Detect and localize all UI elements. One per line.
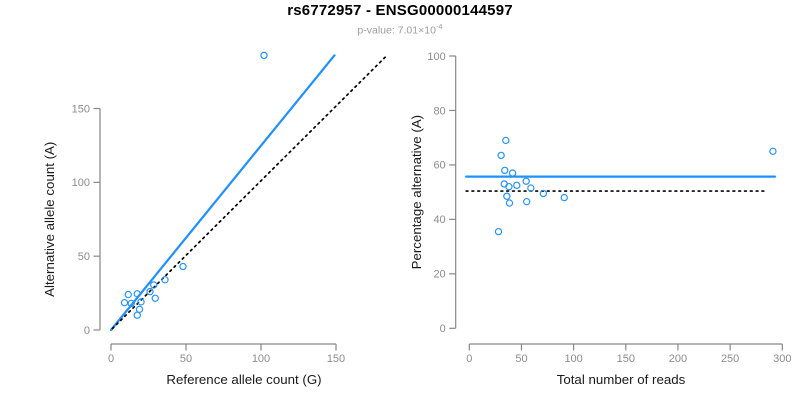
left-data-point <box>260 51 268 60</box>
right-y-tick-label: 20 <box>433 269 445 281</box>
right-y-tick-label: 60 <box>433 160 445 172</box>
right-data-point <box>769 147 777 155</box>
right-data-point <box>539 189 548 198</box>
left-x-tick-label: 100 <box>252 353 270 365</box>
right-x-tick-label: 200 <box>669 353 687 365</box>
pvalue-label: p-value: <box>357 24 398 37</box>
left-y-tick-label: 100 <box>72 177 90 189</box>
right-x-tick-label: 0 <box>466 353 472 365</box>
pvalue-subtitle: p-value: 7.01×10-4 <box>0 22 800 37</box>
left-y-tick-label: 0 <box>84 325 90 337</box>
left-y-tick-label: 150 <box>72 103 90 115</box>
left-data-point <box>124 290 132 299</box>
regression-line <box>109 54 336 332</box>
right-data-point <box>494 227 503 236</box>
right-data-point <box>508 169 517 177</box>
right-x-tick-label: 300 <box>773 353 791 365</box>
left-y-axis-title: Alternative allele count (A) <box>42 142 57 297</box>
identity-line <box>111 54 388 330</box>
right-y-axis-title: Percentage alternative (A) <box>409 115 424 269</box>
right-data-point <box>560 193 568 202</box>
left-data-point <box>127 299 135 308</box>
right-data-point <box>513 181 521 190</box>
left-y-tick-label: 50 <box>78 251 90 263</box>
right-data-point <box>502 136 510 145</box>
left-x-axis-title: Reference allele count (G) <box>166 372 321 387</box>
right-data-point <box>505 199 514 207</box>
left-data-point <box>146 287 154 296</box>
right-y-tick-label: 100 <box>427 51 445 63</box>
right-data-point <box>505 183 513 191</box>
left-data-point <box>120 299 129 307</box>
right-y-tick-label: 40 <box>433 214 445 226</box>
pvalue-exponent: -4 <box>435 22 443 31</box>
left-x-tick-label: 0 <box>108 353 114 365</box>
right-x-tick-label: 50 <box>515 353 527 365</box>
right-data-point <box>527 184 535 192</box>
right-y-tick-label: 0 <box>440 323 446 335</box>
left-data-point <box>161 276 169 284</box>
figure-title: rs6772957 - ENSG00000144597 <box>287 2 513 19</box>
left-data-point <box>151 294 159 302</box>
right-data-point <box>501 166 509 175</box>
right-data-point <box>522 177 530 185</box>
left-data-point <box>135 305 144 314</box>
right-x-tick-label: 150 <box>617 353 635 365</box>
multiply-sign: × <box>418 24 425 37</box>
left-data-point <box>179 262 187 271</box>
right-x-tick-label: 250 <box>721 353 739 365</box>
left-data-point <box>133 290 141 298</box>
left-x-tick-label: 150 <box>327 353 345 365</box>
pvalue-mantissa: 7.01 <box>397 24 419 37</box>
pvalue-base: 10 <box>424 24 436 37</box>
right-x-axis-title: Total number of reads <box>557 372 686 387</box>
left-data-point <box>133 311 141 319</box>
left-data-point <box>137 298 145 306</box>
left-data-point <box>150 281 158 289</box>
right-data-point <box>497 151 505 160</box>
figure-header: rs6772957 - ENSG00000144597 p-value: 7.0… <box>0 0 800 37</box>
right-data-point <box>503 192 511 200</box>
right-x-tick-label: 100 <box>564 353 582 365</box>
left-x-tick-label: 50 <box>180 353 192 365</box>
right-data-point <box>523 198 531 206</box>
right-y-tick-label: 80 <box>433 105 445 117</box>
